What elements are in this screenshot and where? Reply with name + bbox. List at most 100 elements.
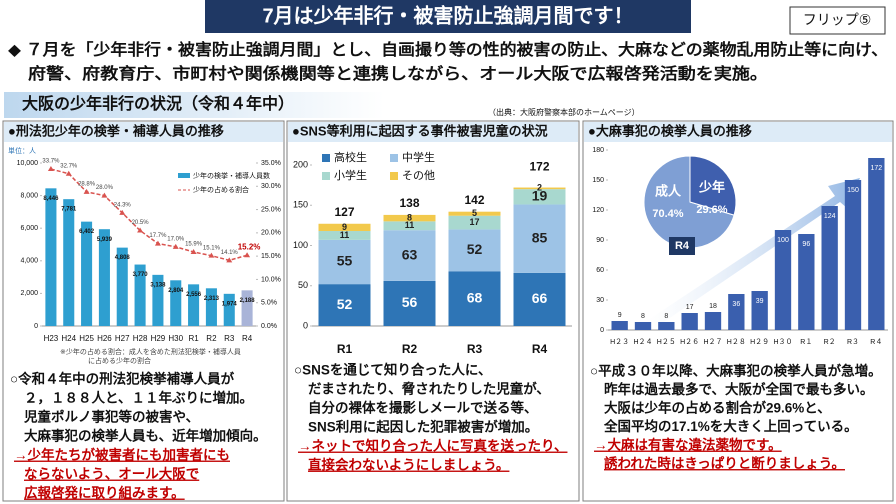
y-tick-label: 6,000 xyxy=(20,225,38,232)
line-value-label: 17.0% xyxy=(167,236,185,242)
line-marker xyxy=(101,192,108,198)
line-marker xyxy=(208,252,215,258)
pie-category: 少年 xyxy=(698,179,725,194)
bar-value-label: 17 xyxy=(469,217,479,227)
legend-label: 小学生 xyxy=(334,168,367,182)
pie-value-label: 70.4% xyxy=(652,208,683,220)
bar xyxy=(205,288,217,326)
line-marker xyxy=(154,240,161,246)
pie-slice xyxy=(689,155,737,216)
x-tick-label: R3 xyxy=(467,342,483,356)
bar-value-label: 66 xyxy=(532,290,548,306)
x-tick-label: R4 xyxy=(532,342,548,356)
pie-category: 成人 xyxy=(655,183,682,198)
intro-line: 府警、府教育庁、市町村や関係機関等と連携しながら、オール大阪で広報啓発活動を実施… xyxy=(28,64,768,83)
bar xyxy=(152,274,164,326)
x-tick-label: H２９ xyxy=(750,338,769,346)
bar-value-label: 8,446 xyxy=(43,196,59,202)
bar xyxy=(448,271,501,326)
bar-value-label: 8 xyxy=(407,213,412,223)
x-tick-label: H26 xyxy=(97,334,112,343)
bar xyxy=(844,180,862,330)
bar xyxy=(63,199,75,326)
bar-value-label: 7,781 xyxy=(61,207,77,213)
x-tick-label: H29 xyxy=(151,334,166,343)
line-marker xyxy=(47,166,54,172)
x-tick-label: R２ xyxy=(824,338,836,346)
bar xyxy=(241,290,253,326)
bar-value-label: 3,138 xyxy=(150,282,166,288)
bar xyxy=(448,211,501,216)
y-tick-label: 50 xyxy=(298,280,308,290)
x-tick-label: H２３ xyxy=(610,338,629,346)
bar-value-label: 52 xyxy=(337,296,353,312)
bar xyxy=(513,272,566,326)
bar xyxy=(704,312,722,330)
bar xyxy=(658,322,675,330)
pie-title: R4 xyxy=(675,240,690,252)
x-tick-label: R1 xyxy=(188,334,199,343)
x-tick-label: H24 xyxy=(61,334,76,343)
x-tick-label: H２４ xyxy=(633,338,652,346)
legend-swatch xyxy=(178,173,190,178)
x-tick-label: R１ xyxy=(800,338,812,346)
y2-tick-label: 20.0% xyxy=(261,230,281,237)
footnote: に占める少年の割合 xyxy=(88,356,151,365)
line-value-label: 32.7% xyxy=(60,163,78,169)
line-marker xyxy=(172,243,179,249)
line-marker xyxy=(65,170,72,176)
bar-value-label: 17 xyxy=(686,304,694,311)
x-tick-label: R3 xyxy=(224,334,235,343)
bar xyxy=(774,230,792,330)
note-line: 全国平均の17.1%を大きく上回っている。 xyxy=(603,418,858,434)
y-tick-label: 60 xyxy=(596,267,604,274)
legend-swatch xyxy=(390,172,398,180)
y-tick-label: 200 xyxy=(293,159,308,169)
bar xyxy=(45,188,57,326)
y-tick-label: 150 xyxy=(293,200,308,210)
bar-value-label: 11 xyxy=(340,230,350,240)
total-label: 138 xyxy=(399,196,419,210)
legend-label: 高校生 xyxy=(334,150,367,164)
note-line: ○令和４年中の刑法犯検挙補導人員が xyxy=(10,371,235,387)
bar xyxy=(513,187,566,190)
y-tick-label: 4,000 xyxy=(20,258,38,265)
bar-value-label: 2 xyxy=(537,183,542,193)
note-line: ○平成３０年以降、大麻事犯の検挙人員が急増。 xyxy=(590,363,882,379)
intro-line: ◆ ７月を「少年非行・被害防止強調月間」とし、自画撮り等の性的被害の防止、大麻な… xyxy=(8,40,888,59)
note-line: ○SNSを通じて知り合った人に、 xyxy=(294,362,492,378)
note-line: だまされたり、脅されたりした児童が、 xyxy=(308,381,550,397)
bar xyxy=(81,221,93,326)
chart-title: ●刑法犯少年の検挙・補導人員の推移 xyxy=(8,123,224,138)
bar xyxy=(383,214,436,222)
bar-value-label: 2,313 xyxy=(204,296,220,302)
footnote: ※少年の占める割合：成人を含めた刑法犯検挙・補導人員 xyxy=(60,347,241,356)
line-marker xyxy=(119,209,126,215)
x-tick-label: H２７ xyxy=(703,338,722,346)
x-tick-label: H２５ xyxy=(657,338,676,346)
y-tick-label: 0 xyxy=(34,323,38,330)
bar xyxy=(513,204,566,273)
y2-tick-label: 10.0% xyxy=(261,276,281,283)
header-bar xyxy=(205,0,691,33)
bar xyxy=(821,206,838,330)
bar xyxy=(448,229,501,272)
source: （出典：大阪府警察本部のホームページ） xyxy=(488,107,640,117)
page-title: 7月は少年非行・被害防止強調月間です！ xyxy=(262,3,633,27)
y-tick-label: 8,000 xyxy=(20,192,38,199)
y-tick-label: 100 xyxy=(293,240,308,250)
panel-header xyxy=(584,122,892,142)
bar xyxy=(868,158,885,330)
x-tick-label: H23 xyxy=(44,334,59,343)
legend-label: 中学生 xyxy=(402,150,435,164)
chart-title: ●大麻事犯の検挙人員の推移 xyxy=(588,123,752,138)
line-value-label: 14.1% xyxy=(221,250,239,256)
line-value-label: 15.9% xyxy=(185,242,203,248)
line-value-label: 20.5% xyxy=(132,220,150,226)
note-line: 大麻事犯の検挙人員も、近年増加傾向。 xyxy=(24,428,267,444)
y-tick-label: 0 xyxy=(600,327,604,334)
bar-value-label: 2,804 xyxy=(168,288,184,294)
bar-value-label: 9 xyxy=(342,222,347,232)
y-tick-label: 150 xyxy=(592,177,604,184)
chart-title: ●SNS等利用に起因する事件被害児童の状況 xyxy=(292,123,548,138)
